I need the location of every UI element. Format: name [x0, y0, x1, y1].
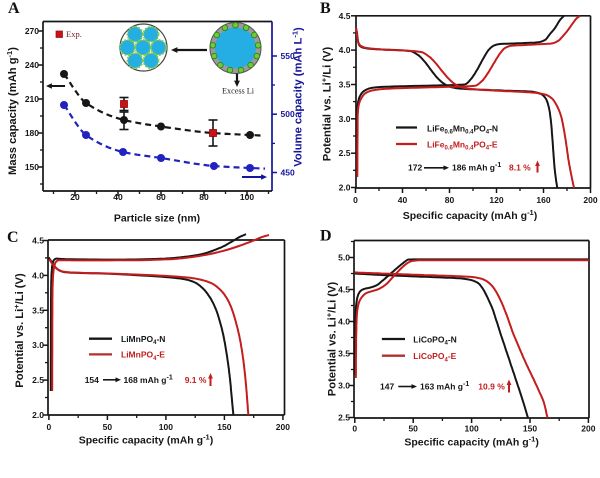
svg-text:168 mAh g-1: 168 mAh g-1 [124, 374, 173, 385]
svg-text:550: 550 [281, 51, 295, 61]
svg-text:5.0: 5.0 [338, 253, 350, 263]
svg-text:Specific capacity (mAh g-1): Specific capacity (mAh g-1) [403, 208, 537, 222]
svg-text:D: D [320, 228, 332, 245]
svg-text:2.5: 2.5 [338, 413, 350, 423]
svg-text:0: 0 [353, 195, 358, 205]
svg-text:4.0: 4.0 [338, 317, 350, 327]
svg-text:150: 150 [217, 422, 231, 432]
svg-text:3.5: 3.5 [338, 349, 350, 359]
svg-text:LiMnPO4-E: LiMnPO4-E [121, 350, 165, 362]
svg-text:100: 100 [240, 192, 254, 202]
svg-text:180: 180 [25, 128, 39, 138]
svg-text:B: B [320, 0, 331, 17]
svg-text:Potential vs. Li+/Li (V): Potential vs. Li+/Li (V) [12, 273, 26, 388]
svg-text:100: 100 [465, 424, 479, 434]
svg-text:3.5: 3.5 [32, 305, 44, 315]
svg-text:4.5: 4.5 [338, 285, 350, 295]
svg-text:200: 200 [581, 424, 595, 434]
svg-text:Potential vs. Li+/Li (V): Potential vs. Li+/Li (V) [320, 47, 334, 162]
svg-text:LiMnPO4-N: LiMnPO4-N [121, 334, 165, 346]
svg-text:Specific capacity (mAh g-1): Specific capacity (mAh g-1) [79, 433, 213, 447]
svg-text:3.0: 3.0 [32, 340, 44, 350]
svg-text:240: 240 [25, 60, 39, 70]
svg-text:2.0: 2.0 [339, 183, 351, 193]
svg-text:2.0: 2.0 [32, 410, 44, 420]
svg-text:20: 20 [70, 192, 80, 202]
svg-text:4.0: 4.0 [339, 45, 351, 55]
svg-text:2.5: 2.5 [339, 148, 351, 158]
svg-text:C: C [7, 229, 19, 246]
svg-text:3.0: 3.0 [338, 381, 350, 391]
svg-text:Particle size (nm): Particle size (nm) [114, 213, 200, 225]
svg-text:200: 200 [583, 195, 597, 205]
svg-text:50: 50 [408, 424, 418, 434]
svg-text:120: 120 [489, 195, 503, 205]
svg-text:172: 172 [408, 163, 422, 173]
svg-text:186 mAh g-1: 186 mAh g-1 [452, 162, 501, 173]
svg-text:150: 150 [25, 162, 39, 172]
svg-text:154: 154 [85, 375, 99, 385]
svg-text:50: 50 [103, 422, 113, 432]
svg-text:Specific capacity (mAh g-1): Specific capacity (mAh g-1) [404, 435, 538, 449]
svg-text:4.0: 4.0 [32, 270, 44, 280]
svg-text:150: 150 [523, 424, 537, 434]
svg-text:LiFe0.6Mn0.4PO4-E: LiFe0.6Mn0.4PO4-E [427, 140, 498, 152]
svg-text:163 mAh g-1: 163 mAh g-1 [420, 381, 469, 392]
svg-text:500: 500 [281, 109, 295, 119]
svg-text:100: 100 [159, 422, 173, 432]
svg-text:Volume capacity (mAh L-1): Volume capacity (mAh L-1) [291, 27, 305, 167]
svg-text:0: 0 [47, 422, 52, 432]
svg-text:147: 147 [380, 382, 394, 392]
svg-text:Potential vs. Li+/Li (V): Potential vs. Li+/Li (V) [325, 282, 339, 397]
svg-text:0: 0 [352, 424, 357, 434]
svg-text:Mass capacity (mAh g-1): Mass capacity (mAh g-1) [5, 47, 19, 175]
svg-text:4.5: 4.5 [32, 236, 44, 246]
svg-text:A: A [8, 0, 20, 17]
svg-text:80: 80 [199, 192, 209, 202]
svg-text:160: 160 [536, 195, 550, 205]
svg-text:450: 450 [281, 168, 295, 178]
svg-text:40: 40 [398, 195, 408, 205]
svg-text:210: 210 [25, 94, 39, 104]
svg-text:60: 60 [156, 192, 166, 202]
svg-text:4.5: 4.5 [339, 11, 351, 21]
svg-text:9.1 %: 9.1 % [185, 375, 207, 385]
svg-text:200: 200 [276, 422, 290, 432]
svg-text:3.0: 3.0 [339, 114, 351, 124]
svg-text:80: 80 [445, 195, 455, 205]
svg-text:Exp.: Exp. [66, 29, 82, 39]
svg-text:LiFe0.6Mn0.4PO4-N: LiFe0.6Mn0.4PO4-N [427, 124, 498, 136]
svg-text:LiCoPO4-N: LiCoPO4-N [413, 335, 457, 347]
svg-text:LiCoPO4-E: LiCoPO4-E [413, 351, 456, 363]
svg-text:8.1 %: 8.1 % [509, 163, 531, 173]
svg-text:10.9 %: 10.9 % [478, 382, 505, 392]
svg-text:270: 270 [25, 26, 39, 36]
svg-text:40: 40 [113, 192, 123, 202]
svg-text:3.5: 3.5 [339, 80, 351, 90]
svg-text:2.5: 2.5 [32, 375, 44, 385]
svg-text:Excess Li: Excess Li [222, 87, 255, 96]
